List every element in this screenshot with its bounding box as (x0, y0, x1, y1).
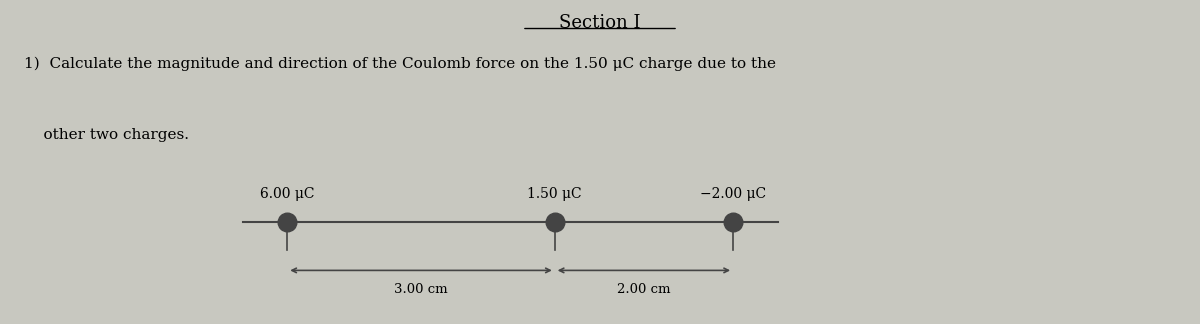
Text: 3.00 cm: 3.00 cm (395, 283, 448, 296)
Point (277, 219, 296, 225)
Text: 1.50 μC: 1.50 μC (528, 188, 582, 202)
Text: 1)  Calculate the magnitude and direction of the Coulomb force on the 1.50 μC ch: 1) Calculate the magnitude and direction… (24, 57, 776, 71)
Text: 6.00 μC: 6.00 μC (260, 188, 314, 202)
Text: −2.00 μC: −2.00 μC (700, 188, 766, 202)
Text: 2.00 cm: 2.00 cm (617, 283, 671, 296)
Point (545, 219, 564, 225)
Text: Section I: Section I (559, 14, 641, 32)
Point (724, 219, 743, 225)
Text: other two charges.: other two charges. (24, 128, 190, 142)
